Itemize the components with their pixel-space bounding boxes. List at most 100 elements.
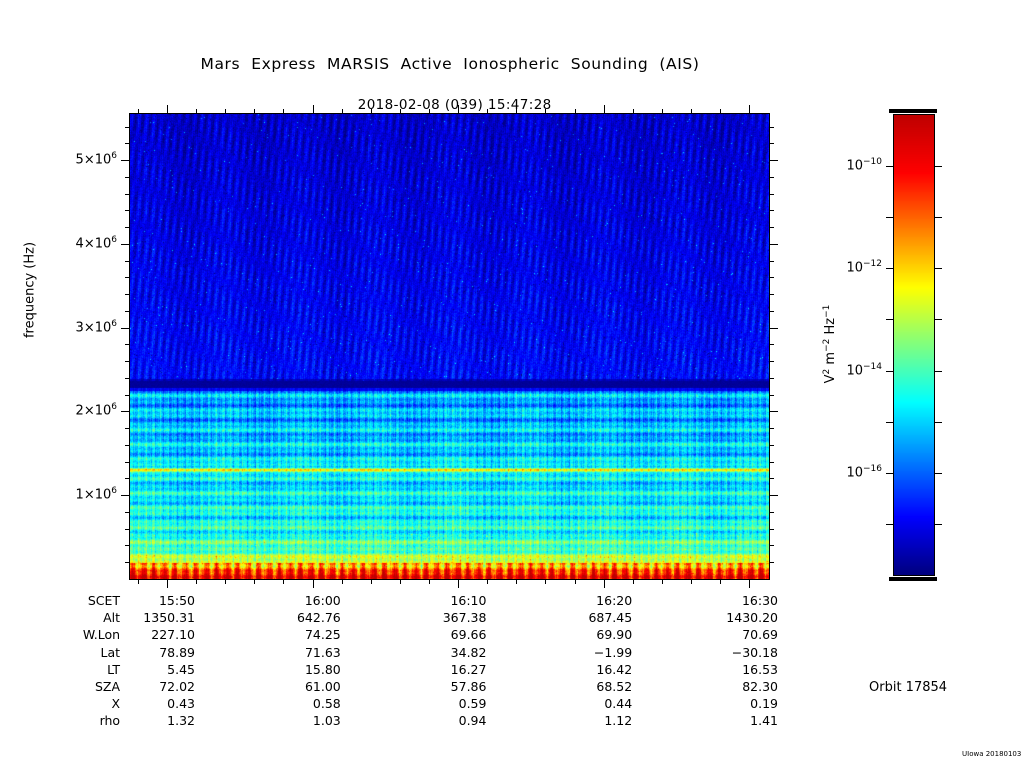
ephemeris-cell: −1.99 (593, 644, 633, 660)
colorbar-tick-minor-left (886, 422, 894, 423)
y-tick-major-right (769, 244, 778, 245)
page-title: Mars Express MARSIS Active Ionospheric S… (200, 55, 700, 73)
ephemeris-cell: 72.02 (159, 679, 195, 695)
ephemeris-cell: 78.89 (159, 644, 195, 660)
ephemeris-cell: 0.58 (312, 696, 341, 712)
y-tick-minor-right (769, 445, 774, 446)
x-tick-major (458, 579, 459, 588)
y-tick-label: 3×106 (75, 319, 117, 336)
x-tick-minor-top (575, 109, 576, 114)
y-tick-minor-right (769, 478, 774, 479)
ephemeris-cell: 0.59 (458, 696, 487, 712)
x-tick-minor (545, 579, 546, 584)
x-tick-minor (225, 579, 226, 584)
x-tick-minor-top (429, 109, 430, 114)
y-tick-major (121, 495, 130, 496)
colorbar-tick-minor-right (934, 422, 942, 423)
y-tick-minor-right (769, 127, 774, 128)
y-tick-label: 1×106 (75, 486, 117, 503)
x-tick-minor-top (400, 109, 401, 114)
colorbar-tick-minor-left (886, 524, 894, 525)
y-tick-major (121, 328, 130, 329)
ephemeris-table: SCET 15:50 16:00 16:10 16:20 16:30 Alt 1350.31 6… (52, 592, 778, 730)
y-tick-minor (125, 478, 130, 479)
y-tick-minor (125, 294, 130, 295)
x-tick-major-top (749, 105, 750, 114)
x-tick-minor-top (720, 109, 721, 114)
y-tick-minor-right (769, 344, 774, 345)
ephemeris-cell: 71.63 (304, 644, 341, 660)
x-tick-minor (691, 579, 692, 584)
ephemeris-cell: 16.42 (596, 661, 633, 677)
colorbar-title-v: V (823, 374, 839, 384)
ephemeris-cell: 16.53 (742, 661, 778, 677)
x-tick-minor (487, 579, 488, 584)
colorbar-title-m: m (823, 351, 839, 369)
y-tick-minor (125, 512, 130, 513)
ephemeris-cell: 16.27 (450, 661, 487, 677)
x-tick-minor (400, 579, 401, 584)
colorbar-title: V2 m−2 Hz−1 (822, 305, 838, 384)
x-tick-minor-top (633, 109, 634, 114)
ephemeris-grid: SCET 15:50 16:00 16:10 16:20 16:30 Alt 1350.31 6… (52, 592, 778, 730)
colorbar-tick-minor-right (934, 319, 942, 320)
y-tick-major (121, 411, 130, 412)
x-tick-major-top (313, 105, 314, 114)
x-tick-major-top (167, 105, 168, 114)
colorbar-tick-right (934, 268, 942, 269)
ephemeris-cell: 16:20 (596, 593, 633, 608)
ephemeris-cell: 69.90 (596, 627, 633, 643)
colorbar-tick-left (886, 473, 894, 474)
colorbar-canvas (894, 115, 934, 575)
ephemeris-cell: 1.03 (312, 713, 341, 729)
colorbar-tick-label: 10−16 (846, 464, 882, 481)
x-tick-minor-top (225, 109, 226, 114)
y-tick-minor-right (769, 227, 774, 228)
start-time-label: 2018-02-08 (039) 15:47:28 (357, 97, 552, 113)
colorbar-title-exp3: −1 (821, 304, 832, 318)
colorbar-tick-label: 10−14 (846, 362, 882, 379)
ephemeris-cell: 1350.31 (143, 610, 195, 626)
ephemeris-cell: 0.44 (604, 696, 633, 712)
ephemeris-row-label: LT (107, 661, 121, 677)
ephemeris-cell: 61.00 (304, 679, 341, 695)
ephemeris-cell: 1.12 (604, 713, 633, 729)
y-tick-minor-right (769, 294, 774, 295)
ephemeris-cell: 15:50 (158, 593, 195, 608)
colorbar-cap-bottom (889, 577, 937, 581)
ephemeris-cell: 5.45 (167, 661, 195, 677)
x-tick-minor (429, 579, 430, 584)
ephemeris-cell: 0.19 (750, 696, 778, 712)
credit-watermark: UIowa 20180103 (962, 750, 1022, 758)
ephemeris-cell: 1.41 (750, 713, 778, 729)
y-tick-major (121, 244, 130, 245)
y-tick-minor (125, 277, 130, 278)
y-tick-label: 5×106 (75, 151, 117, 168)
y-tick-minor-right (769, 361, 774, 362)
ephemeris-row-label: W.Lon (82, 627, 121, 643)
ephemeris-row-label: rho (99, 713, 121, 729)
y-tick-minor (125, 529, 130, 530)
ephemeris-cell: 82.30 (742, 679, 778, 695)
y-tick-minor (125, 227, 130, 228)
y-tick-minor (125, 210, 130, 211)
ephemeris-row-label: SZA (95, 679, 121, 695)
orbit-label: Orbit 17854 (869, 680, 948, 695)
colorbar-title-exp1: 2 (821, 368, 832, 375)
ephemeris-row: rho 1.32 1.03 0.94 1.12 1.41 (52, 712, 778, 729)
ephemeris-cell: 74.25 (304, 627, 341, 643)
y-tick-minor (125, 127, 130, 128)
y-axis-title: frequency (Hz) (22, 241, 38, 339)
y-tick-minor (125, 194, 130, 195)
spectrogram-plot (129, 113, 770, 580)
x-tick-minor (283, 579, 284, 584)
y-tick-major-right (769, 328, 778, 329)
y-tick-minor-right (769, 545, 774, 546)
colorbar-tick-left (886, 371, 894, 372)
ephemeris-row: LT 5.45 15.80 16.27 16.42 16.53 (52, 661, 778, 678)
ephemeris-cell: 227.10 (151, 627, 195, 643)
y-tick-label: 2×106 (75, 402, 117, 419)
y-tick-minor (125, 177, 130, 178)
x-tick-major (749, 579, 750, 588)
ephemeris-cell: 68.52 (596, 679, 633, 695)
